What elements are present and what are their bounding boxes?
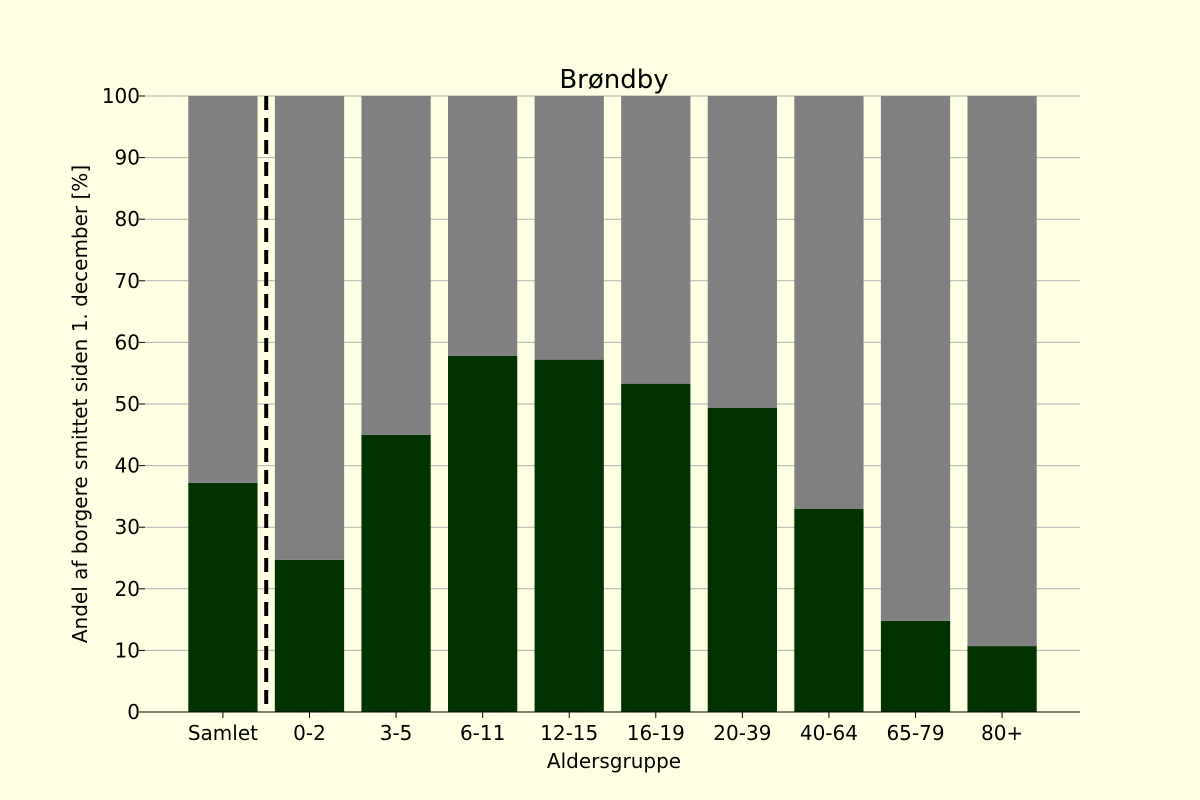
y-tick-label: 50 (115, 392, 140, 416)
bar-segment-infected (621, 383, 691, 712)
x-tick-label: 0-2 (293, 721, 326, 745)
y-tick-label: 60 (115, 330, 140, 354)
bar-segment-remaining (274, 96, 345, 560)
x-axis-label: Aldersgruppe (547, 749, 681, 773)
y-tick-label: 100 (102, 84, 140, 108)
y-tick-label: 80 (115, 207, 140, 231)
bars (188, 96, 1037, 712)
y-axis-label: Andel af borgere smittet siden 1. decemb… (68, 165, 92, 643)
bar-segment-remaining (880, 96, 951, 621)
x-tick-label: 16-19 (627, 721, 685, 745)
x-tick-label: 6-11 (460, 721, 505, 745)
bar-segment-remaining (448, 96, 518, 356)
bar-segment-infected (448, 355, 518, 712)
bar-segment-infected (880, 620, 951, 712)
bar-segment-infected (794, 508, 864, 712)
chart-title: Brøndby (559, 65, 668, 95)
bar-segment-infected (707, 407, 777, 712)
bar-segment-infected (534, 359, 604, 712)
bar-segment-remaining (707, 96, 777, 408)
y-tick-label: 70 (115, 269, 140, 293)
bar-segment-remaining (621, 96, 691, 384)
bar-segment-remaining (361, 96, 431, 435)
x-tick-label: Samlet (188, 721, 258, 745)
bar-segment-infected (361, 434, 431, 712)
bar-segment-remaining (188, 96, 258, 483)
bar-segment-remaining (534, 96, 604, 360)
bar-segment-infected (188, 482, 258, 712)
x-tick-label: 65-79 (886, 721, 944, 745)
bar-segment-infected (274, 559, 345, 712)
x-axis-ticks: Samlet 0-2 3-5 6-11 12-15 16-19 20-39 40-64 65-7… (188, 712, 1023, 745)
bar-segment-infected (967, 646, 1037, 712)
x-tick-label: 20-39 (713, 721, 771, 745)
y-tick-label: 20 (115, 577, 140, 601)
y-tick-label: 30 (115, 515, 140, 539)
bar-segment-remaining (967, 96, 1037, 647)
y-tick-label: 0 (127, 700, 140, 724)
x-tick-label: 12-15 (540, 721, 598, 745)
x-tick-label: 40-64 (800, 721, 858, 745)
bar-segment-remaining (794, 96, 864, 509)
y-tick-label: 10 (115, 638, 140, 662)
y-axis-ticks: 0 10 20 30 40 50 60 70 80 90 100 (102, 84, 145, 724)
y-tick-label: 40 (115, 454, 140, 478)
x-tick-label: 3-5 (380, 721, 413, 745)
y-tick-label: 90 (115, 146, 140, 170)
x-tick-label: 80+ (981, 721, 1023, 745)
